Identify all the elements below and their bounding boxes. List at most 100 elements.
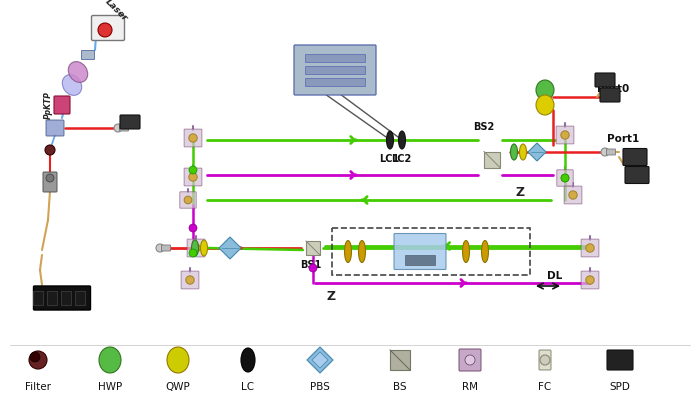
Ellipse shape xyxy=(69,62,88,82)
FancyBboxPatch shape xyxy=(581,239,599,257)
Bar xyxy=(484,151,500,168)
FancyBboxPatch shape xyxy=(595,73,615,87)
FancyBboxPatch shape xyxy=(81,51,94,60)
Text: DL: DL xyxy=(547,271,562,281)
Text: LC: LC xyxy=(241,382,255,392)
Bar xyxy=(47,291,57,305)
Ellipse shape xyxy=(386,131,393,149)
Polygon shape xyxy=(312,352,328,368)
Ellipse shape xyxy=(540,355,550,365)
FancyBboxPatch shape xyxy=(46,120,64,136)
Ellipse shape xyxy=(62,75,82,96)
Bar xyxy=(405,254,435,264)
Ellipse shape xyxy=(463,241,470,262)
FancyBboxPatch shape xyxy=(556,170,573,186)
FancyBboxPatch shape xyxy=(92,15,125,40)
FancyBboxPatch shape xyxy=(556,126,574,144)
FancyBboxPatch shape xyxy=(564,186,582,204)
FancyBboxPatch shape xyxy=(187,239,205,257)
FancyBboxPatch shape xyxy=(294,45,376,95)
Circle shape xyxy=(586,244,594,252)
Text: HWP: HWP xyxy=(98,382,122,392)
Ellipse shape xyxy=(200,240,207,256)
FancyBboxPatch shape xyxy=(600,88,620,102)
Ellipse shape xyxy=(114,124,122,132)
Circle shape xyxy=(186,276,194,284)
Bar xyxy=(332,228,530,275)
FancyBboxPatch shape xyxy=(184,168,202,186)
Circle shape xyxy=(586,276,594,284)
Text: PBS: PBS xyxy=(310,382,330,392)
Bar xyxy=(33,291,43,305)
Text: SPD: SPD xyxy=(610,382,631,392)
Circle shape xyxy=(30,352,40,362)
Bar xyxy=(305,54,365,62)
FancyBboxPatch shape xyxy=(623,149,647,166)
FancyBboxPatch shape xyxy=(607,350,633,370)
Ellipse shape xyxy=(99,347,121,373)
Ellipse shape xyxy=(344,241,351,262)
FancyBboxPatch shape xyxy=(184,129,202,147)
Text: Port1: Port1 xyxy=(607,134,639,144)
Text: RM: RM xyxy=(462,382,478,392)
Circle shape xyxy=(184,196,192,204)
Circle shape xyxy=(561,174,569,182)
Circle shape xyxy=(189,224,197,232)
Circle shape xyxy=(189,166,197,174)
Text: PpKTP: PpKTP xyxy=(43,91,52,119)
FancyBboxPatch shape xyxy=(581,271,599,289)
Ellipse shape xyxy=(601,148,609,156)
Bar xyxy=(61,291,71,305)
Ellipse shape xyxy=(536,95,554,115)
Bar xyxy=(305,78,365,86)
Text: FC: FC xyxy=(538,382,552,392)
Ellipse shape xyxy=(510,144,517,160)
Text: QWP: QWP xyxy=(166,382,190,392)
Ellipse shape xyxy=(398,131,405,149)
FancyBboxPatch shape xyxy=(181,271,199,289)
Ellipse shape xyxy=(29,351,47,369)
Polygon shape xyxy=(219,237,241,259)
FancyBboxPatch shape xyxy=(539,350,551,370)
FancyBboxPatch shape xyxy=(120,125,129,131)
Circle shape xyxy=(309,264,317,272)
Ellipse shape xyxy=(358,241,365,262)
Text: Port0: Port0 xyxy=(597,84,629,94)
Text: BS: BS xyxy=(393,382,407,392)
Circle shape xyxy=(561,174,569,182)
Text: Laser: Laser xyxy=(103,0,129,23)
FancyBboxPatch shape xyxy=(120,115,140,129)
Bar xyxy=(306,241,320,255)
Text: BS1: BS1 xyxy=(300,260,321,270)
Circle shape xyxy=(569,191,577,199)
Polygon shape xyxy=(307,347,333,373)
FancyBboxPatch shape xyxy=(54,96,70,114)
Circle shape xyxy=(561,131,569,139)
Bar xyxy=(75,291,85,305)
FancyBboxPatch shape xyxy=(625,166,649,183)
Text: Z: Z xyxy=(515,186,524,200)
Circle shape xyxy=(465,355,475,365)
Ellipse shape xyxy=(167,347,189,373)
Bar xyxy=(305,66,365,74)
Circle shape xyxy=(46,174,54,182)
Text: BS2: BS2 xyxy=(473,122,495,132)
FancyBboxPatch shape xyxy=(394,234,446,269)
FancyBboxPatch shape xyxy=(43,172,57,192)
Ellipse shape xyxy=(156,244,164,252)
Text: LC1: LC1 xyxy=(379,154,399,164)
Circle shape xyxy=(189,134,197,142)
Ellipse shape xyxy=(241,348,255,372)
Circle shape xyxy=(192,244,200,252)
Circle shape xyxy=(189,173,197,181)
Text: LC2: LC2 xyxy=(391,154,411,164)
Text: Z: Z xyxy=(326,290,335,303)
Ellipse shape xyxy=(45,145,55,155)
FancyBboxPatch shape xyxy=(459,349,481,371)
FancyBboxPatch shape xyxy=(180,192,196,208)
Bar xyxy=(390,350,410,370)
Ellipse shape xyxy=(482,241,489,262)
FancyBboxPatch shape xyxy=(162,245,171,251)
Text: Filter: Filter xyxy=(25,382,51,392)
FancyBboxPatch shape xyxy=(606,149,615,155)
